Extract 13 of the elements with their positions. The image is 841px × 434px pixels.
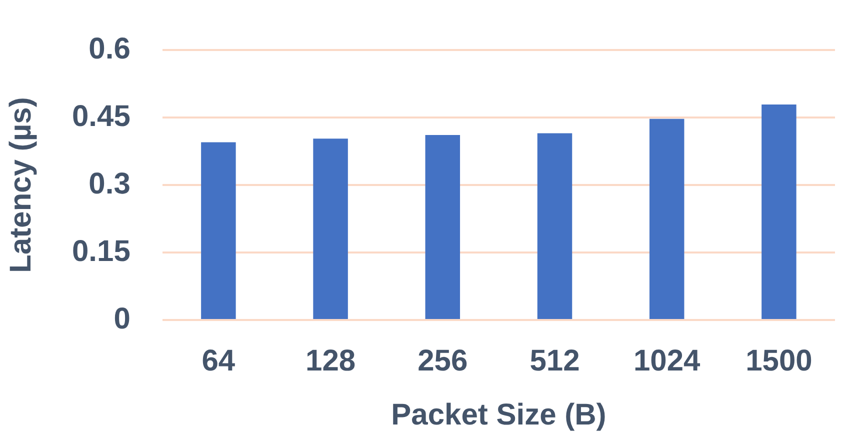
x-tick-label: 128 <box>306 344 356 378</box>
x-tick-label: 512 <box>530 344 580 378</box>
x-tick-label: 1024 <box>633 344 701 378</box>
y-tick-label: 0 <box>114 302 130 336</box>
y-axis-title: Latency (µs) <box>4 97 38 273</box>
y-tick-label: 0.3 <box>88 167 130 200</box>
y-tick-label: 0.45 <box>72 100 130 133</box>
x-tick-label: 1500 <box>746 344 812 378</box>
x-axis-title: Packet Size (B) <box>391 398 606 432</box>
x-tick-label: 64 <box>202 344 236 378</box>
x-tick-label: 256 <box>418 344 468 378</box>
y-tick-label: 0.6 <box>88 32 130 66</box>
y-tick-label: 0.15 <box>72 234 130 268</box>
